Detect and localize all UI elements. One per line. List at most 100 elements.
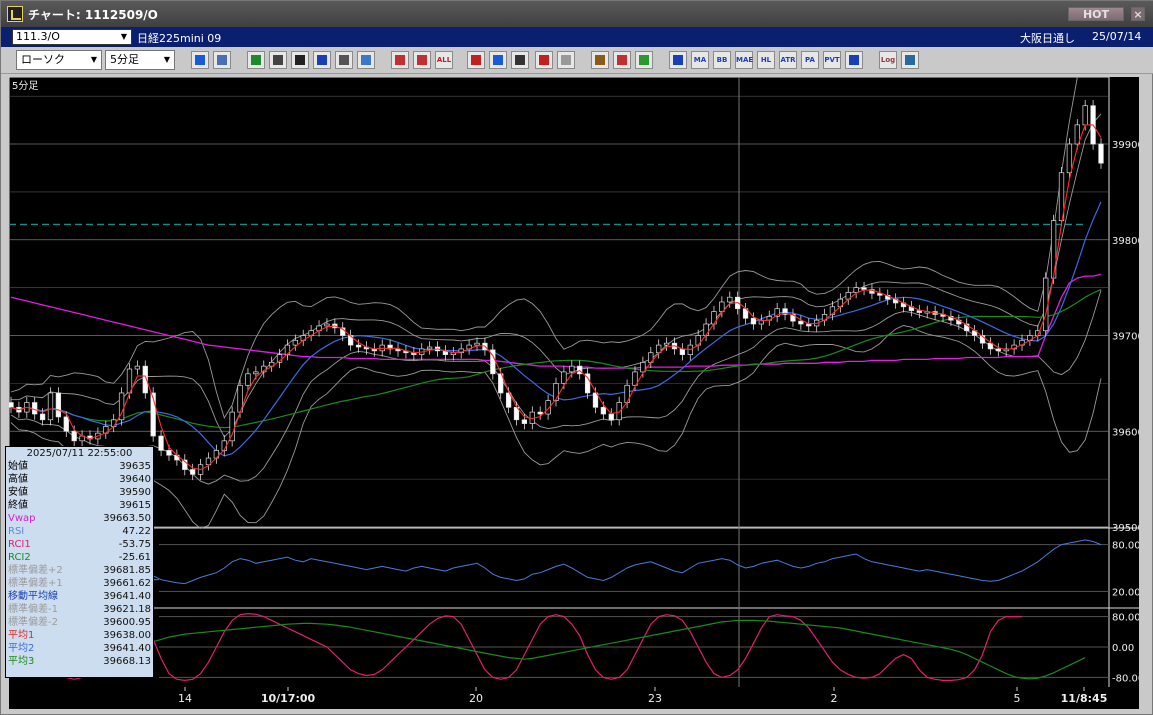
candle [474, 342, 480, 346]
candle [292, 339, 298, 346]
chevron-down-icon[interactable]: ▼ [120, 32, 128, 41]
info-row: 移動平均線 39641.40 [6, 590, 153, 603]
mae-icon[interactable]: MAE [735, 51, 753, 69]
candle [861, 287, 867, 290]
pen-icon[interactable] [269, 51, 287, 69]
candle [1074, 124, 1080, 145]
session-label: 大阪日通し [1020, 32, 1075, 45]
candle [679, 348, 686, 356]
candle [782, 308, 788, 315]
candle [8, 402, 14, 408]
palette-icon[interactable] [635, 51, 653, 69]
bb-icon[interactable]: BB [713, 51, 731, 69]
x-tick-label: 14 [178, 692, 192, 705]
chart-type-select[interactable]: ローソク ▼ [16, 50, 102, 70]
info-row: 終値 39615 [6, 499, 153, 512]
info-value: 39640 [119, 474, 151, 485]
tools-icon-glyph [617, 55, 627, 65]
search-chart-icon[interactable] [489, 51, 507, 69]
all-icon[interactable]: ALL [435, 51, 453, 69]
ma-icon[interactable]: MA [691, 51, 709, 69]
info-timestamp: 2025/07/11 22:55:00 [26, 448, 133, 459]
title-bar[interactable]: チャート: 1112509/O HOT × [1, 1, 1153, 27]
window-icon[interactable] [213, 51, 231, 69]
tools-icon[interactable] [613, 51, 631, 69]
info-row: 標準偏差+1 39661.62 [6, 577, 153, 590]
arrow-icon-glyph [317, 55, 327, 65]
candle [55, 392, 62, 418]
chevron-down-icon[interactable]: ▼ [163, 55, 171, 64]
box-icon[interactable] [845, 51, 863, 69]
hl-icon[interactable]: HL [757, 51, 775, 69]
info-label: 安値 [8, 487, 28, 498]
candle [545, 400, 551, 415]
chevron-down-icon[interactable]: ▼ [90, 55, 98, 64]
info-row: 平均3 39668.13 [6, 655, 153, 668]
cursor-icon[interactable] [291, 51, 309, 69]
candle [577, 365, 583, 375]
info-value: 39661.62 [103, 578, 151, 589]
log-icon[interactable]: Log [879, 51, 897, 69]
grid-icon[interactable] [591, 51, 609, 69]
arrow-icon[interactable] [313, 51, 331, 69]
candle [853, 287, 859, 293]
split-icon[interactable] [535, 51, 553, 69]
info-label: 始値 [8, 461, 28, 472]
x-tick-label: 10/17:00 [261, 692, 316, 705]
info-row: RSI 47.22 [6, 525, 153, 538]
x-tick-label: 20 [469, 692, 483, 705]
candle [190, 469, 196, 475]
memo-icon[interactable] [335, 51, 353, 69]
pvt-icon[interactable]: PVT [823, 51, 841, 69]
candle [608, 413, 614, 421]
candle [498, 373, 504, 394]
rci2-line [10, 619, 1086, 680]
interval-select[interactable]: 5分足 ▼ [105, 50, 175, 70]
info-row: 平均1 39638.00 [6, 629, 153, 642]
trash-icon[interactable] [357, 51, 375, 69]
info-label: Vwap [8, 513, 36, 524]
candle [553, 383, 559, 401]
chart-area[interactable]: 39900 39800 39700 39600 39500 80.00 20.00 80.00… [8, 25, 1144, 687]
download-icon[interactable] [467, 51, 485, 69]
hot-button[interactable]: HOT [1068, 7, 1124, 21]
candle [71, 430, 77, 442]
candle [703, 323, 709, 336]
exit-icon[interactable] [901, 51, 919, 69]
candle [916, 310, 922, 313]
symbol-value: 111.3/O [16, 30, 60, 43]
price-tick-label: 39600 [1112, 427, 1139, 438]
candle [592, 392, 599, 408]
candle-icon-glyph [395, 55, 405, 65]
info-value: 39638.00 [103, 630, 151, 641]
candle [750, 317, 757, 325]
info-value: 39641.40 [103, 591, 151, 602]
candle [632, 371, 638, 386]
list-icon[interactable] [669, 51, 687, 69]
line-draw-icon[interactable] [247, 51, 265, 69]
zoom-icon[interactable] [191, 51, 209, 69]
close-icon[interactable]: × [1131, 7, 1145, 21]
candle [987, 342, 994, 350]
symbol-select[interactable]: 111.3/O ▼ [12, 29, 132, 45]
candle [490, 349, 496, 375]
info-row: 高値 39640 [6, 473, 153, 486]
chart-type-value: ローソク [21, 53, 65, 66]
candle [150, 392, 156, 437]
candle [166, 450, 172, 456]
compare-icon[interactable] [413, 51, 431, 69]
box-icon-glyph [849, 55, 859, 65]
atr-icon[interactable]: ATR [779, 51, 797, 69]
compare-icon-glyph [417, 55, 427, 65]
vwap-line [10, 273, 1102, 369]
cursor-icon-glyph [295, 55, 305, 65]
info-rows: 始値 39635 高値 39640 安値 39590 終値 39615 Vwap 39663.50… [6, 460, 153, 668]
bar-chart-icon[interactable] [511, 51, 529, 69]
info-value: 39668.13 [103, 656, 151, 667]
candle [229, 411, 235, 442]
chart-canvas[interactable]: 39900 39800 39700 39600 39500 80.00 20.00 80.00… [8, 25, 1144, 687]
info-icon[interactable] [557, 51, 575, 69]
trash-icon-glyph [361, 55, 371, 65]
candle-icon[interactable] [391, 51, 409, 69]
para-icon[interactable]: PA [801, 51, 819, 69]
